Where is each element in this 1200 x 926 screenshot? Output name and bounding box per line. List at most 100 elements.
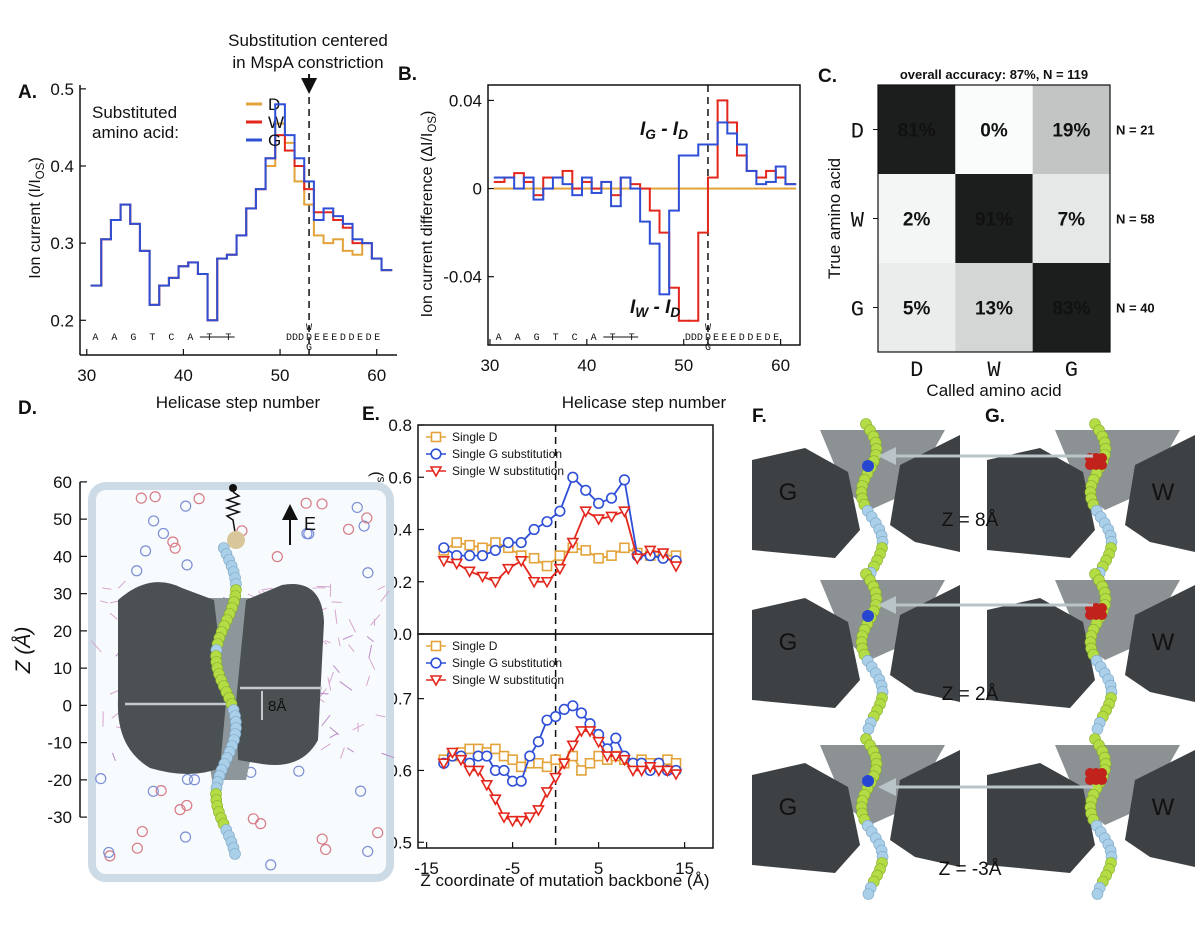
legend-label: Single G substitution (452, 447, 562, 461)
row-label: G (851, 298, 864, 323)
heatmap-title: overall accuracy: 87%, N = 119 (900, 67, 1088, 82)
substituted-residue (862, 460, 874, 472)
legend-label: Single W substitution (452, 464, 564, 478)
ion (255, 818, 267, 830)
legend-title: Substituted (92, 103, 177, 122)
marker (489, 794, 502, 806)
ion (293, 765, 305, 777)
ion (155, 784, 167, 797)
panel-label: C. (818, 66, 837, 87)
marker (566, 740, 580, 752)
substituted-residue (1097, 768, 1107, 778)
sequence-top: W (306, 323, 312, 334)
y-tick-label: 0.7 (388, 690, 412, 709)
marker (593, 497, 605, 509)
ion (193, 493, 205, 505)
lipid (261, 587, 273, 591)
series-annotation-part: D (670, 305, 680, 320)
lipid (117, 580, 126, 589)
marker (549, 772, 562, 785)
cell-label: 83% (1052, 299, 1090, 320)
sequence-top: W (705, 323, 711, 334)
pore-lobe (752, 448, 860, 558)
y-tick-label: 0.6 (388, 468, 412, 487)
marker (575, 726, 588, 738)
substituted-residue (862, 610, 874, 622)
marker (567, 700, 579, 712)
z-label: Z = 2Å (942, 684, 999, 705)
y-tick-label: 0.4 (50, 157, 74, 176)
marker (463, 566, 476, 578)
ion (95, 773, 107, 785)
marker (557, 758, 571, 770)
marker (532, 736, 545, 748)
marker (541, 516, 553, 528)
substituted-residue (862, 775, 874, 787)
series-annotation-part: I (640, 119, 646, 140)
pore-left (117, 582, 226, 774)
marker (583, 726, 597, 738)
y-tick-label: 60 (53, 473, 72, 492)
marker (540, 787, 554, 799)
lipid (342, 634, 353, 640)
marker (501, 563, 515, 576)
ion (131, 842, 143, 854)
y-tick-label: 0 (473, 180, 482, 199)
heatmap-cell (955, 85, 1033, 174)
marker (438, 542, 450, 554)
substituted-residue (1097, 775, 1107, 785)
marker (514, 556, 528, 568)
x-tick-label: 40 (174, 366, 193, 385)
marker (507, 754, 518, 765)
y-tick-label: 0.2 (50, 311, 74, 330)
ion (372, 827, 384, 839)
gap-label: 8Å (268, 698, 286, 715)
series-annotation-part: I (630, 297, 636, 318)
y-tick-label: -10 (47, 734, 72, 753)
series-annotation-part: - I (648, 297, 671, 318)
marker (605, 511, 618, 524)
marker (600, 751, 614, 763)
heatmap-cell (878, 174, 956, 263)
row-label: D (851, 120, 864, 145)
panel-label: B. (398, 64, 417, 85)
row-label: W (851, 209, 865, 234)
marker (652, 765, 666, 778)
sequence-mid: DDD (286, 333, 304, 344)
x-tick-label: -5 (505, 859, 520, 878)
marker (489, 544, 502, 557)
legend-label: Single D (452, 639, 498, 653)
lipid (320, 688, 327, 697)
marker (554, 505, 566, 517)
cell-label: 2% (903, 210, 931, 231)
ion (265, 859, 277, 871)
column-label: D (910, 358, 923, 383)
anchor (229, 484, 237, 492)
y-axis-label-part: ) (419, 111, 436, 116)
right-letter: W (1152, 794, 1175, 821)
y-axis-label-part: Ion current (I/I (27, 179, 44, 279)
lipid (109, 612, 118, 620)
ion (362, 567, 374, 579)
x-tick-label: 40 (577, 356, 596, 375)
x-axis-label: Helicase step number (156, 393, 321, 412)
series-annotation-part: - I (656, 119, 679, 140)
sequence-mid: DDD (685, 333, 703, 344)
y-axis-label-part: ) (27, 157, 44, 162)
marker (618, 754, 631, 767)
marker (618, 506, 631, 518)
marker (464, 743, 475, 755)
marker (669, 561, 683, 573)
y-tick-label: 0.04 (449, 91, 482, 110)
marker (430, 640, 442, 652)
x-tick-label: 50 (271, 366, 290, 385)
ion (316, 498, 328, 510)
pore-right (236, 584, 324, 765)
ion (301, 528, 313, 540)
lipid (368, 644, 373, 659)
ion (169, 542, 181, 554)
lipid (346, 747, 355, 753)
x-axis-label: Z coordinate of mutation backbone (Å) (420, 871, 709, 890)
lipid (332, 665, 340, 674)
